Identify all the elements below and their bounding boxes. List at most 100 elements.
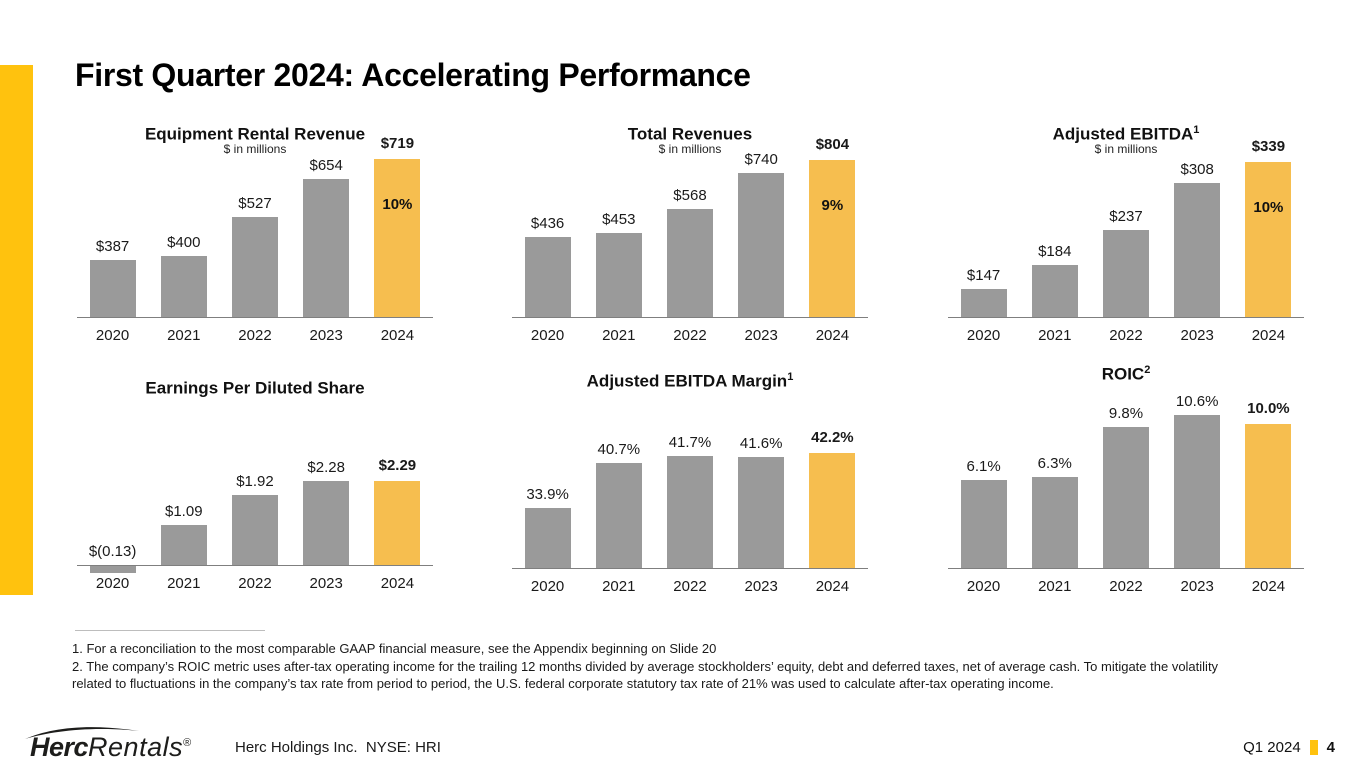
chart-title: Total Revenues bbox=[512, 120, 868, 144]
chart-title-text: Adjusted EBITDA Margin bbox=[586, 371, 788, 391]
chart-title: Adjusted EBITDA Margin1 bbox=[512, 367, 868, 391]
bar-2023 bbox=[1174, 415, 1221, 568]
bar-2021 bbox=[160, 256, 207, 317]
chart-title-text: Equipment Rental Revenue bbox=[144, 124, 366, 144]
chart-title: Earnings Per Diluted Share bbox=[77, 374, 433, 398]
bar-2023 bbox=[738, 173, 785, 317]
bar-value-label-2020: $387 bbox=[95, 238, 130, 255]
chart-x-axis-labels: 2020 2021 2022 2023 2024 bbox=[77, 327, 433, 345]
chart-x-axis-labels: 2020 2021 2022 2023 2024 bbox=[77, 575, 433, 593]
bar-2024 bbox=[374, 159, 421, 317]
chart-title-superscript: 2 bbox=[1144, 364, 1151, 376]
chart-plot-area: $436 $453 $568 $740 $804 9% bbox=[512, 136, 868, 318]
bar-value-label-2022: $1.92 bbox=[236, 473, 274, 490]
bar-value-label-2023: $2.28 bbox=[307, 459, 345, 476]
bar-value-label-2024: 42.2% bbox=[811, 429, 854, 446]
bar-value-label-2021: $400 bbox=[167, 234, 201, 251]
growth-percentage-label: 9% bbox=[821, 197, 844, 214]
chart-plot-area: $387 $400 $527 $654 $719 10% bbox=[77, 135, 433, 318]
bar-2023 bbox=[738, 457, 785, 568]
x-axis-label-2024: 2024 bbox=[380, 575, 415, 592]
bar-2024 bbox=[374, 481, 421, 565]
chart-title: Equipment Rental Revenue bbox=[77, 120, 433, 144]
x-axis-label-2023: 2023 bbox=[744, 578, 778, 595]
slide-title: First Quarter 2024: Accelerating Perform… bbox=[75, 57, 751, 93]
x-axis-label-2021: 2021 bbox=[167, 327, 201, 344]
x-axis-label-2023: 2023 bbox=[1180, 327, 1214, 344]
chart-subtitle: $ in millions bbox=[223, 142, 287, 156]
chart-title: ROIC2 bbox=[948, 360, 1304, 384]
footer-period: Q1 2024 bbox=[1243, 739, 1301, 756]
x-axis-label-2022: 2022 bbox=[238, 575, 272, 592]
logo-swoosh-icon bbox=[25, 727, 139, 739]
bar-2022 bbox=[1103, 427, 1149, 568]
bar-2024 bbox=[809, 453, 856, 568]
chart-earnings-per-diluted-share: Earnings Per Diluted Share $(0.13) $1.09 $… bbox=[77, 374, 433, 593]
bar-value-label-2020: $(0.13) bbox=[88, 543, 137, 560]
bar-2023 bbox=[303, 481, 350, 565]
bar-value-label-2021: $453 bbox=[602, 211, 636, 228]
chart-title-superscript: 1 bbox=[787, 371, 794, 383]
bar-value-label-2024: $2.29 bbox=[378, 457, 417, 474]
chart-title-text: ROIC bbox=[1101, 364, 1145, 384]
x-axis-label-2022: 2022 bbox=[673, 327, 707, 344]
bar-2021 bbox=[1031, 477, 1078, 568]
bar-2021 bbox=[160, 525, 207, 565]
chart-plot-area: $(0.13) $1.09 $1.92 $2.28 $2.29 bbox=[77, 394, 433, 573]
chart-title-text: Adjusted EBITDA bbox=[1052, 124, 1194, 144]
page-number-marker bbox=[1309, 740, 1318, 755]
chart-plot-area: 33.9% 40.7% 41.7% 41.6% 42.2% bbox=[512, 387, 868, 569]
x-axis-label-2023: 2023 bbox=[744, 327, 778, 344]
bar-value-label-2024: $339 bbox=[1251, 138, 1286, 155]
logo-wordmark: HercRentals® bbox=[30, 732, 191, 763]
bar-value-label-2024: $804 bbox=[815, 136, 850, 153]
footnote-2-line-1: 2. The company’s ROIC metric uses after-… bbox=[72, 658, 1219, 674]
bar-value-label-2021: 40.7% bbox=[597, 441, 641, 458]
footer-page-info: Q1 2024 4 bbox=[1243, 739, 1335, 756]
x-axis-label-2024: 2024 bbox=[815, 578, 850, 595]
chart-title-superscript: 1 bbox=[1193, 124, 1200, 136]
x-axis-label-2022: 2022 bbox=[673, 578, 707, 595]
logo-herc: Herc bbox=[30, 732, 89, 762]
x-axis-label-2020: 2020 bbox=[95, 327, 130, 344]
bar-2020 bbox=[89, 566, 136, 573]
bar-value-label-2023: $740 bbox=[744, 151, 778, 168]
x-axis-label-2023: 2023 bbox=[1180, 578, 1214, 595]
bar-2020 bbox=[89, 260, 136, 317]
chart-plot-area: 6.1% 6.3% 9.8% 10.6% 10.0% bbox=[948, 380, 1304, 569]
bar-2020 bbox=[524, 237, 571, 317]
bar-2021 bbox=[1031, 265, 1078, 317]
x-axis-label-2020: 2020 bbox=[966, 578, 1001, 595]
bar-2022 bbox=[232, 217, 278, 317]
x-axis-label-2022: 2022 bbox=[1109, 578, 1143, 595]
bar-2020 bbox=[960, 289, 1007, 317]
bar-value-label-2023: 41.6% bbox=[739, 435, 783, 452]
footer-company-ticker: Herc Holdings Inc. NYSE: HRI bbox=[235, 739, 441, 756]
bar-value-label-2023: $654 bbox=[309, 157, 343, 174]
x-axis-label-2021: 2021 bbox=[1038, 327, 1072, 344]
bar-value-label-2024: $719 bbox=[380, 135, 415, 152]
chart-plot-area: $147 $184 $237 $308 $339 10% bbox=[948, 138, 1304, 318]
bar-2022 bbox=[667, 456, 713, 568]
footnotes: 1. For a reconciliation to the most comp… bbox=[72, 640, 1232, 693]
x-axis-label-2022: 2022 bbox=[238, 327, 272, 344]
x-axis-label-2023: 2023 bbox=[309, 575, 343, 592]
bar-2020 bbox=[960, 480, 1007, 568]
bar-value-label-2021: $184 bbox=[1038, 243, 1072, 260]
chart-adjusted-ebitda: Adjusted EBITDA1 $ in millions $147 $184 $… bbox=[948, 120, 1304, 345]
bar-value-label-2020: 33.9% bbox=[526, 486, 569, 503]
bar-value-label-2022: $568 bbox=[673, 187, 707, 204]
x-axis-label-2023: 2023 bbox=[309, 327, 343, 344]
bar-value-label-2020: $436 bbox=[530, 215, 565, 232]
chart-equipment-rental-revenue: Equipment Rental Revenue $ in millions $… bbox=[77, 120, 433, 345]
x-axis-label-2020: 2020 bbox=[530, 327, 565, 344]
x-axis-label-2021: 2021 bbox=[1038, 578, 1072, 595]
bar-2021 bbox=[595, 233, 642, 317]
footnote-1: 1. For a reconciliation to the most comp… bbox=[72, 641, 717, 656]
herc-rentals-logo: HercRentals® bbox=[25, 722, 208, 764]
logo-rentals: Rentals bbox=[88, 732, 184, 762]
left-accent-bar bbox=[0, 65, 33, 595]
chart-x-axis-labels: 2020 2021 2022 2023 2024 bbox=[948, 578, 1304, 596]
bar-2022 bbox=[667, 209, 713, 317]
